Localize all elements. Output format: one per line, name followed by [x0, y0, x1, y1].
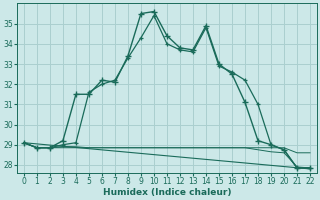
X-axis label: Humidex (Indice chaleur): Humidex (Indice chaleur) — [103, 188, 231, 197]
